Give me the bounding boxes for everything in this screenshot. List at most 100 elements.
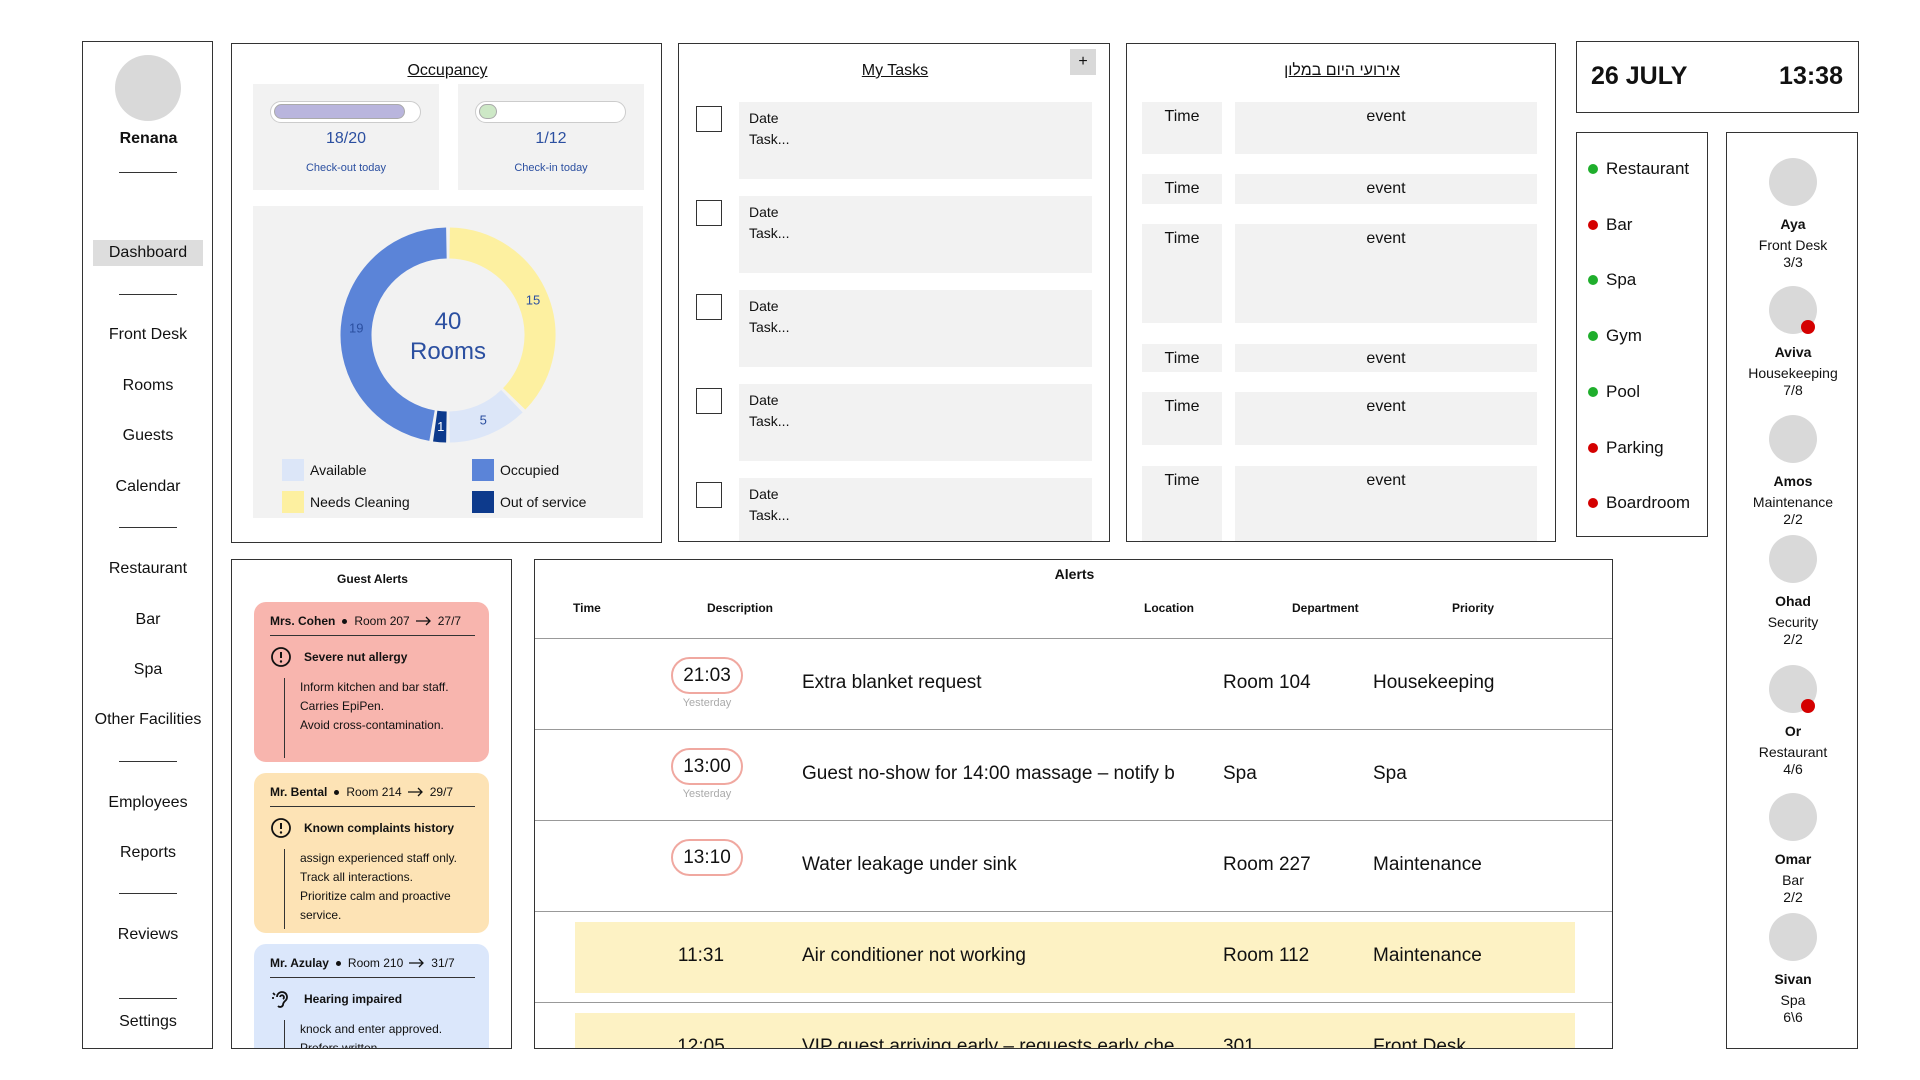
divider: [119, 172, 177, 173]
staff-role: Maintenance: [1752, 494, 1834, 510]
card-rule: [270, 806, 475, 807]
card-header: Mrs. Cohen Room 207 27/7: [270, 612, 480, 630]
facility-name[interactable]: Gym: [1606, 326, 1642, 346]
nav-item[interactable]: Dashboard: [93, 240, 203, 266]
alert-description: Water leakage under sink: [802, 854, 1017, 875]
staff-role: Housekeeping: [1748, 365, 1838, 381]
guest-card: Mr. Azulay Room 210 31/7 Hearing impaired kn…: [254, 944, 489, 1048]
event-time: Time: [1164, 350, 1200, 367]
staff-role: Security: [1767, 614, 1819, 630]
facility-name[interactable]: Bar: [1606, 214, 1633, 234]
note: Track all interactions.: [300, 870, 413, 884]
user-name: Renana: [119, 130, 178, 147]
add-button[interactable]: +: [1070, 49, 1096, 75]
nav-item[interactable]: Reports: [119, 844, 177, 861]
event-text: event: [1366, 108, 1406, 125]
staff-shift: 6\6: [1783, 1009, 1803, 1025]
legend-swatch: [282, 491, 304, 513]
arrow: [409, 958, 425, 968]
task-text: Task...: [749, 225, 790, 241]
task-date: Date: [749, 392, 779, 408]
alert-location: Room 104: [1223, 672, 1311, 693]
segment-label: 19: [349, 320, 363, 335]
nav-item[interactable]: Employees: [108, 794, 188, 811]
donut-chart: 15 5 1 19 40 Rooms: [340, 227, 556, 443]
notes: Inform kitchen and bar staff. Carries Epi…: [284, 678, 475, 758]
event-time-box: Time: [1142, 224, 1222, 323]
facility-name[interactable]: Pool: [1606, 381, 1641, 401]
facility-name[interactable]: Parking: [1606, 437, 1664, 457]
task-card: Date Task...: [739, 290, 1092, 367]
arrow: [415, 616, 431, 626]
alert-description: VIP guest arriving early – requests earl…: [802, 1036, 1175, 1049]
arrow-icon: [407, 787, 423, 797]
panel-title: Guest Alerts: [337, 572, 408, 586]
nav-item[interactable]: Front Desk: [108, 326, 188, 343]
nav-item[interactable]: Rooms: [122, 377, 174, 394]
row-rule: [535, 1002, 1612, 1003]
facility-name[interactable]: Boardroom: [1606, 493, 1691, 513]
bullet: [335, 960, 341, 966]
panel-title: Occupancy: [407, 62, 488, 79]
alert-department: Housekeeping: [1373, 672, 1495, 693]
staff-name: Amos: [1773, 473, 1813, 489]
nav-item[interactable]: Other Facilities: [94, 711, 202, 728]
staff-avatar: [1769, 158, 1817, 206]
task-date: Date: [749, 204, 779, 220]
staff-alert-dot: [1801, 699, 1815, 713]
event-text: event: [1366, 180, 1406, 197]
nav-item[interactable]: Restaurant: [108, 560, 188, 577]
nav-item[interactable]: Guests: [122, 427, 174, 444]
nav-item[interactable]: Settings: [119, 1013, 177, 1030]
staff-role: Bar: [1782, 872, 1804, 888]
events-panel: אירועי היום במלון Time event Time event Time e…: [1126, 43, 1556, 542]
stat-value: 18/20: [325, 130, 367, 147]
nav-item[interactable]: Reviews: [117, 926, 179, 943]
donut-segment: [448, 227, 556, 410]
nav-item[interactable]: Calendar: [115, 478, 181, 495]
status-dot: [1588, 219, 1598, 230]
task-checkbox[interactable]: [696, 106, 722, 132]
donut-segment: [433, 410, 447, 443]
task-checkbox[interactable]: [696, 294, 722, 320]
progress-track: [270, 101, 421, 123]
nav-item[interactable]: Spa: [133, 661, 163, 678]
card-rule: [270, 977, 475, 978]
task-card: Date Task...: [739, 196, 1092, 273]
bang-dot: [279, 660, 283, 663]
nav-item[interactable]: Bar: [135, 611, 161, 628]
staff-avatar: [1769, 415, 1817, 463]
event-text: event: [1366, 230, 1406, 247]
guest-room: Room 214: [346, 785, 402, 799]
task-checkbox[interactable]: [696, 200, 722, 226]
avatar: [115, 55, 181, 121]
panel-title: אירועי היום במלון: [1284, 62, 1400, 79]
alert-description: Air conditioner not working: [802, 945, 1026, 966]
event-box: event: [1235, 102, 1537, 154]
card-rule: [270, 635, 475, 636]
alert-location: Room 112: [1223, 945, 1310, 966]
clock-panel: 26 JULY 13:38: [1576, 41, 1859, 113]
donut-segment: [340, 227, 448, 441]
legend-swatch: [472, 491, 494, 513]
task-checkbox[interactable]: [696, 482, 722, 508]
staff-name: Or: [1784, 723, 1802, 739]
event-time-box: Time: [1142, 392, 1222, 445]
donut-box: 15 5 1 19 40 Rooms Needs Cleaning Available Out …: [253, 206, 643, 518]
divider: [119, 998, 177, 999]
ring: [271, 647, 291, 667]
legend-label: Available: [310, 462, 367, 478]
event-time-box: Time: [1142, 344, 1222, 372]
alert-when: Yesterday: [682, 788, 732, 800]
guest-until: 27/7: [437, 614, 462, 628]
panel-title: My Tasks: [861, 62, 929, 79]
task-checkbox[interactable]: [696, 388, 722, 414]
legend-swatch: [282, 459, 304, 481]
row-rule: [535, 729, 1612, 730]
facility-name[interactable]: Restaurant: [1606, 159, 1690, 178]
arrow-icon: [409, 958, 425, 968]
donut-center-label: Rooms: [410, 338, 486, 365]
guest-room: Room 210: [347, 956, 404, 970]
facility-name[interactable]: Spa: [1606, 270, 1637, 290]
